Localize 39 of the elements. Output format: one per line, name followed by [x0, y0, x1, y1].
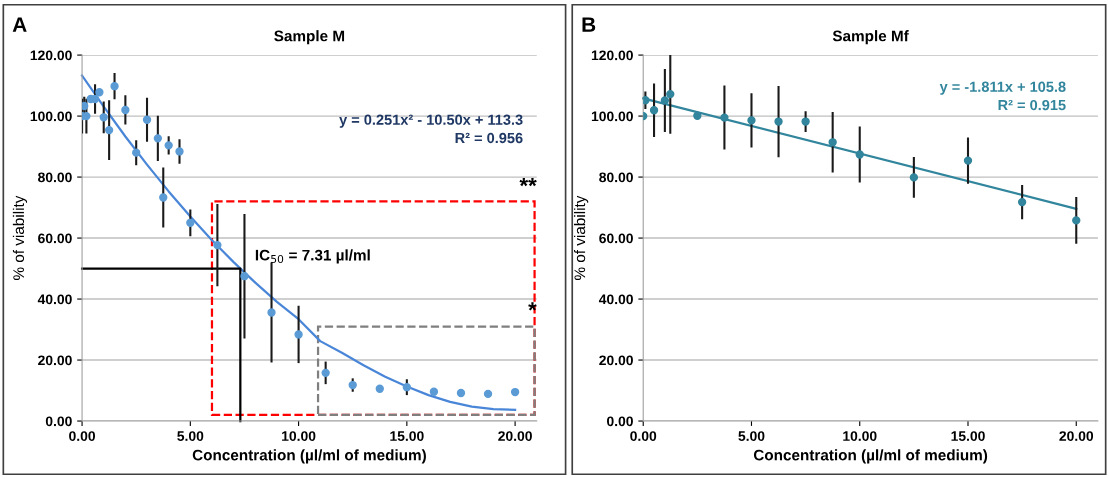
y-tick-label: 120.00	[30, 50, 72, 61]
x-tick-label: 0.00	[69, 431, 96, 441]
text: A	[12, 17, 27, 32]
annotation: R² = 0.956	[455, 132, 523, 144]
y-tick-label: 60.00	[599, 233, 633, 244]
y-tick-label: 0.00	[45, 416, 72, 427]
y-axis-title: % of viability	[12, 195, 28, 280]
y-axis-title: % of viability	[574, 195, 589, 280]
y-tick-label: 80.00	[38, 172, 72, 183]
y-tick-label: 60.00	[38, 233, 72, 244]
x-tick-label: 20.00	[498, 431, 532, 441]
x-tick-label: 10.00	[282, 431, 316, 441]
chart-title: Sample Mf	[832, 30, 909, 45]
x-tick-label: 15.00	[390, 431, 424, 441]
chart-title: Sample M	[274, 30, 345, 45]
y-tick-label: 40.00	[598, 294, 633, 305]
y-tick-label: 20.00	[599, 355, 633, 366]
annotation: y = 0.251x² - 10.50x + 113.3	[339, 114, 523, 128]
annotation: y = -1.811x + 105.8	[939, 81, 1066, 95]
y-tick-label: 80.00	[599, 172, 633, 183]
x-tick-label: 15.00	[951, 431, 985, 441]
annotation: **	[519, 177, 537, 187]
x-axis-title: Concentration (µl/ml of medium)	[753, 449, 988, 464]
y-tick-label: 0.00	[607, 416, 633, 427]
text: B	[582, 17, 596, 32]
x-tick-label: 5.00	[738, 431, 765, 441]
y-tick-label: 20.00	[38, 355, 72, 366]
annotation: R² = 0.915	[998, 99, 1066, 111]
y-tick-label: 100.00	[30, 111, 72, 122]
x-tick-label: 0.00	[630, 431, 657, 441]
x-tick-label: 5.00	[177, 431, 204, 441]
x-axis-title: Concentration (µl/ml of medium)	[192, 449, 426, 464]
y-tick-label: 100.00	[591, 111, 633, 122]
y-tick-label: 120.00	[591, 50, 633, 61]
annotation: IC$_{50}$ = 7.31 µl/ml	[255, 249, 370, 264]
x-tick-label: 20.00	[1059, 431, 1094, 441]
annotation: *	[528, 302, 537, 311]
x-tick-label: 10.00	[843, 431, 877, 441]
y-tick-label: 40.00	[37, 294, 72, 305]
